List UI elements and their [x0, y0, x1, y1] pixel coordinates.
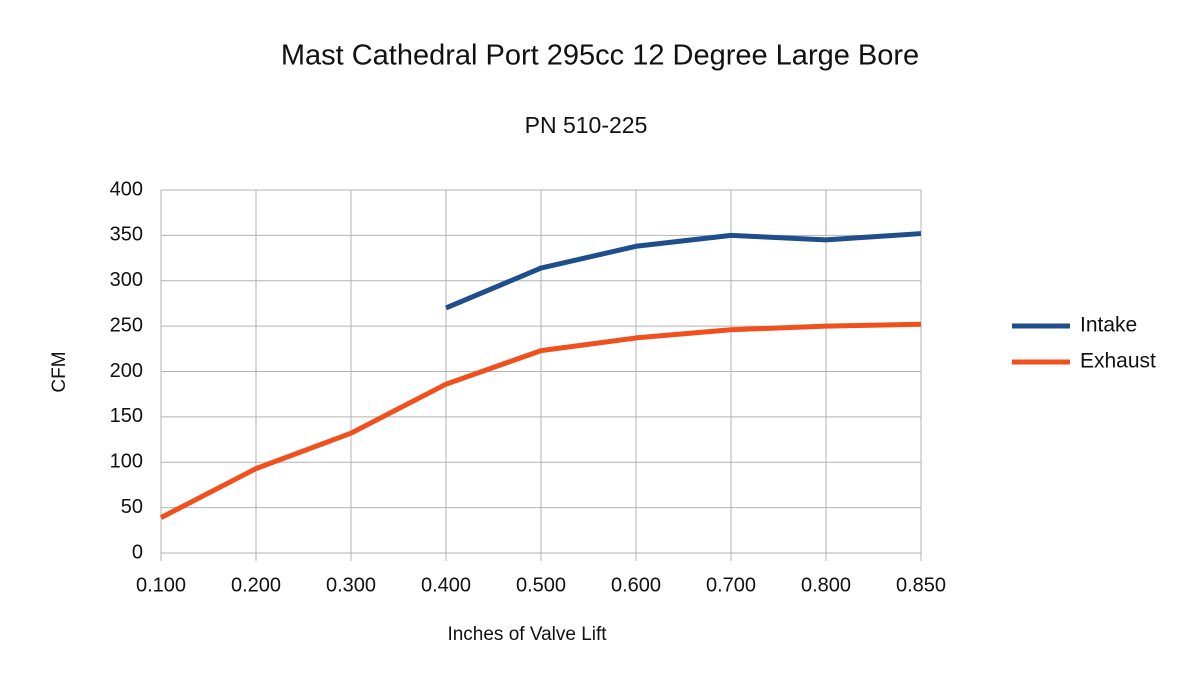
y-tick-label: 300 — [110, 269, 143, 291]
x-tick-label: 0.200 — [231, 574, 281, 596]
legend-label: Exhaust — [1080, 350, 1156, 373]
y-tick-label: 350 — [110, 224, 143, 246]
series-line — [159, 321, 922, 520]
chart-title: Mast Cathedral Port 295cc 12 Degree Larg… — [281, 40, 919, 72]
x-tick-label: 0.850 — [896, 574, 946, 596]
x-axis-label: Inches of Valve Lift — [447, 624, 607, 645]
y-tick-label: 0 — [132, 541, 143, 563]
y-tick-label: 200 — [110, 360, 143, 382]
chart-subtitle: PN 510-225 — [525, 112, 648, 138]
y-tick-label: 150 — [110, 405, 143, 427]
y-tick-label: 400 — [110, 178, 143, 200]
y-tick-label: 250 — [110, 314, 143, 336]
x-tick-label: 0.800 — [801, 574, 851, 596]
x-tick-label: 0.600 — [611, 574, 661, 596]
legend-label: Intake — [1080, 314, 1137, 337]
x-tick-label: 0.300 — [326, 574, 376, 596]
series-line — [445, 231, 922, 311]
x-tick-label: 0.700 — [706, 574, 756, 596]
x-tick-label: 0.100 — [136, 574, 186, 596]
y-tick-label: 50 — [121, 496, 143, 518]
x-tick-label: 0.400 — [421, 574, 471, 596]
x-tick-label: 0.500 — [516, 574, 566, 596]
y-tick-label: 100 — [110, 451, 143, 473]
y-axis-label: CFM — [49, 351, 70, 392]
